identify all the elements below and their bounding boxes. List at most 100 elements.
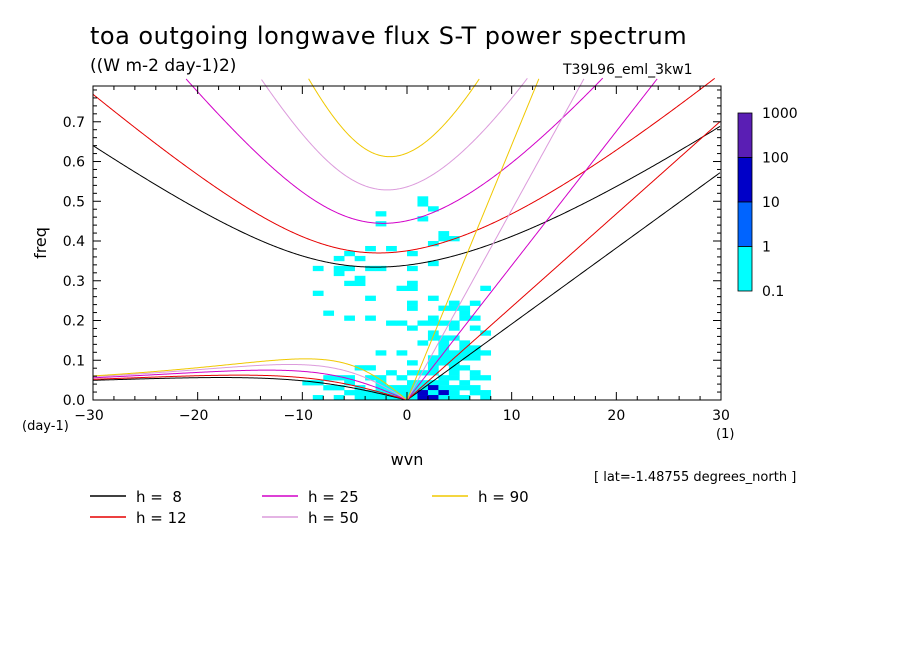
colorbar-label: 1 xyxy=(762,240,771,256)
heatmap-cell xyxy=(375,395,387,401)
heatmap-cell xyxy=(333,270,345,277)
y-tick-label: 0.5 xyxy=(63,194,85,210)
legend-label: h = 90 xyxy=(478,488,529,506)
legend-label: h = 50 xyxy=(308,509,359,527)
heatmap-cell xyxy=(354,280,366,287)
heatmap-cell xyxy=(427,335,439,341)
heatmap-cell xyxy=(448,385,460,391)
heatmap-cell xyxy=(427,370,439,376)
y-axis-label: freq xyxy=(31,227,50,259)
heatmap-cell xyxy=(354,255,366,262)
heatmap-cell xyxy=(448,300,460,306)
heatmap-cell xyxy=(448,325,460,331)
x-axis-label: wvn xyxy=(391,450,424,469)
dispersion-curves xyxy=(92,77,721,401)
x-tick-label: 0 xyxy=(403,408,412,424)
heatmap-cell xyxy=(375,385,387,391)
legend: h = 8 h = 12 h = 25 h = 50 h = 90 xyxy=(90,488,529,527)
x-axis-unit: (1) xyxy=(716,427,734,442)
heatmap-cell xyxy=(459,315,471,321)
heatmap-cell xyxy=(365,245,376,252)
heatmap-cell xyxy=(438,305,450,311)
heatmap-cell xyxy=(302,380,314,386)
heatmap-cell xyxy=(354,395,366,401)
heatmap-cell xyxy=(396,385,408,391)
colorbar-label: 100 xyxy=(762,151,789,167)
heatmap-cell xyxy=(333,375,345,381)
heatmap-cell xyxy=(438,355,450,361)
heatmap-cell xyxy=(438,345,450,351)
heatmap-cell xyxy=(417,320,429,326)
heatmap-cell xyxy=(386,320,397,326)
heatmap-cell xyxy=(407,325,418,331)
heatmap-cell xyxy=(438,385,450,391)
x-tick-label: −30 xyxy=(74,408,104,424)
heatmap-cell xyxy=(396,375,408,381)
heatmap-cell xyxy=(375,211,387,217)
kelvin-wave-curve xyxy=(406,121,721,401)
heatmap-cell xyxy=(417,390,428,396)
rossby-wave-curve xyxy=(92,377,407,401)
heatmap-cell xyxy=(344,315,355,321)
heatmap-cell xyxy=(417,370,429,376)
heatmap-cell xyxy=(459,385,471,391)
heatmap-cell xyxy=(469,325,481,331)
heatmap-cell xyxy=(427,330,439,336)
y-tick-label: 0.4 xyxy=(63,234,85,250)
heatmap-cell xyxy=(469,350,481,356)
heatmap-cell xyxy=(386,395,397,401)
dispersion-curve-h50 xyxy=(92,78,585,401)
heatmap-cell xyxy=(407,280,418,287)
heatmap-cell xyxy=(438,340,450,346)
heatmap-cell xyxy=(333,385,345,391)
x-tick-label: −20 xyxy=(179,408,209,424)
heatmap-cell xyxy=(448,390,460,396)
heatmap-cell xyxy=(312,265,324,272)
inertia-gravity-curve xyxy=(261,78,528,191)
heatmap-cell xyxy=(427,360,439,366)
heatmap-cell xyxy=(459,310,471,316)
heatmap-cell xyxy=(396,390,408,396)
heatmap-cell xyxy=(323,385,335,391)
heatmap-cell xyxy=(354,390,366,396)
dispersion-curve-h12 xyxy=(92,77,721,401)
heatmap-cell xyxy=(459,340,471,346)
heatmap-cell xyxy=(365,395,376,401)
heatmap-cell xyxy=(417,196,429,202)
heatmap-cell xyxy=(417,380,429,386)
heatmap-cell xyxy=(448,375,460,381)
y-tick-label: 0.7 xyxy=(63,115,85,131)
heatmap-cell xyxy=(344,280,355,287)
x-tick-label: −10 xyxy=(284,408,314,424)
heatmap-cell xyxy=(427,365,439,371)
legend-label: h = 8 xyxy=(136,488,182,506)
heatmap-cell xyxy=(407,285,418,291)
y-tick-label: 0.1 xyxy=(63,353,85,369)
heatmap-cell xyxy=(469,355,481,361)
legend-label: h = 25 xyxy=(308,488,359,506)
heatmap-cell xyxy=(407,360,418,366)
heatmap-cell xyxy=(323,310,335,316)
heatmap-cell xyxy=(427,241,439,247)
heatmap-cell xyxy=(396,320,408,326)
kelvin-wave-curve xyxy=(406,78,658,401)
heatmap-cell xyxy=(427,395,439,400)
heatmap-cell xyxy=(344,390,355,396)
x-tick-label: 30 xyxy=(712,408,730,424)
heatmap-cell xyxy=(448,395,460,401)
heatmap-cell xyxy=(417,385,429,391)
heatmap-cell xyxy=(459,350,471,356)
heatmap-cell xyxy=(448,360,460,366)
heatmap-cell xyxy=(469,390,481,396)
heatmap-cell xyxy=(417,340,429,346)
heatmap-cell xyxy=(438,380,450,386)
heatmap-cell xyxy=(469,345,481,351)
heatmap-cell xyxy=(407,265,418,272)
heatmap-cell xyxy=(386,245,397,252)
kelvin-wave-curve xyxy=(406,78,585,401)
heatmap-cell xyxy=(469,315,481,321)
heatmap-cell xyxy=(459,365,471,371)
heatmap-cell xyxy=(469,300,481,306)
heatmap-cell xyxy=(365,390,376,396)
heatmap-cell xyxy=(365,295,376,301)
